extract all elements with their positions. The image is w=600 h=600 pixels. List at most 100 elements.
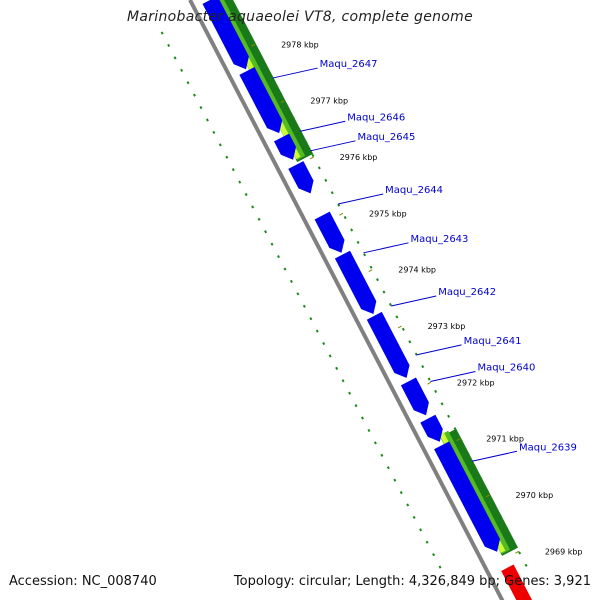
dotted-guide-outer bbox=[518, 551, 522, 555]
dotted-guide-outer bbox=[388, 302, 392, 307]
dotted-guide-inner bbox=[264, 230, 268, 234]
tick-mark bbox=[309, 156, 314, 160]
dotted-guide-inner bbox=[257, 217, 261, 221]
dotted-guide-outer bbox=[330, 191, 334, 195]
dotted-guide-inner bbox=[283, 267, 287, 271]
dotted-guide-inner bbox=[367, 428, 371, 433]
tick-label: 2973 kbp bbox=[428, 322, 466, 331]
dotted-guide-inner bbox=[412, 515, 416, 519]
backbone-line bbox=[188, 0, 505, 600]
dotted-guide-outer bbox=[363, 253, 367, 257]
dotted-guide-inner bbox=[315, 329, 319, 333]
dotted-guide-inner bbox=[231, 168, 235, 172]
tick-label: 2969 kbp bbox=[545, 547, 583, 556]
highlight-marker bbox=[501, 564, 532, 600]
tick-label: 2976 kbp bbox=[340, 153, 378, 162]
cds-feature[interactable] bbox=[434, 441, 500, 552]
dotted-guide-inner bbox=[167, 43, 171, 48]
dotted-guide-outer bbox=[401, 327, 405, 331]
dotted-guide-outer bbox=[395, 315, 399, 319]
gene-leader-line bbox=[338, 193, 384, 205]
tick-mark bbox=[456, 438, 461, 441]
gene-leader-line bbox=[471, 450, 518, 462]
cds-feature-track bbox=[202, 0, 532, 600]
tick-label: 2975 kbp bbox=[369, 209, 407, 218]
dotted-guide-outer bbox=[434, 389, 438, 394]
tick-mark bbox=[368, 269, 373, 272]
cds-feature[interactable] bbox=[334, 250, 377, 314]
dotted-guide-inner bbox=[296, 292, 300, 296]
dotted-guide-inner bbox=[277, 255, 280, 259]
dotted-guide-inner bbox=[386, 466, 390, 470]
dotted-guide-inner bbox=[302, 304, 306, 308]
tick-mark bbox=[251, 43, 256, 47]
tick-label: 2971 kbp bbox=[486, 435, 524, 444]
dotted-guide-inner bbox=[218, 143, 222, 147]
dotted-guide-outer bbox=[382, 290, 386, 294]
dotted-guide-outer bbox=[324, 178, 328, 182]
dotted-guide-outer bbox=[356, 240, 360, 244]
dotted-guide-outer bbox=[427, 377, 431, 381]
cds-feature[interactable] bbox=[420, 414, 443, 442]
gene-label[interactable]: Maqu_2640 bbox=[477, 362, 535, 373]
cds-feature[interactable] bbox=[274, 133, 296, 160]
dotted-guide-inner bbox=[173, 56, 177, 60]
dotted-guide-inner bbox=[432, 553, 436, 557]
dotted-guide-inner bbox=[212, 130, 216, 134]
tick-label: 2972 kbp bbox=[457, 378, 495, 387]
tick-mark bbox=[339, 212, 344, 216]
dotted-guide-inner bbox=[399, 490, 403, 495]
gene-label[interactable]: Maqu_2644 bbox=[385, 185, 443, 196]
dotted-guide-outer bbox=[524, 563, 528, 567]
dotted-guide-inner bbox=[205, 118, 209, 122]
dotted-guide-inner bbox=[425, 540, 429, 544]
tick-mark bbox=[397, 325, 402, 329]
cds-feature[interactable] bbox=[202, 0, 249, 70]
gene-label[interactable]: Maqu_2646 bbox=[347, 112, 405, 123]
tick-label: 2978 kbp bbox=[281, 40, 319, 49]
dotted-guide-inner bbox=[419, 528, 423, 532]
dotted-guide-outer bbox=[317, 166, 321, 170]
dotted-guide-outer bbox=[376, 278, 379, 282]
gene-label[interactable]: Maqu_2647 bbox=[320, 59, 378, 70]
dotted-guide-inner bbox=[309, 317, 313, 321]
gene-leader-line bbox=[272, 67, 318, 79]
tick-mark bbox=[515, 550, 520, 554]
dotted-guide-outer bbox=[440, 402, 444, 406]
dotted-guide-outer bbox=[311, 153, 315, 158]
accession-text: Accession: NC_008740 bbox=[9, 574, 157, 589]
dotted-guide-inner bbox=[328, 354, 332, 358]
gene-leader-line bbox=[430, 370, 476, 382]
dotted-guide-inner bbox=[373, 441, 377, 445]
tick-mark bbox=[485, 494, 490, 498]
dotted-guide-inner bbox=[244, 192, 248, 197]
dotted-guide-inner bbox=[406, 503, 410, 507]
dotted-guide-inner bbox=[438, 565, 442, 569]
gene-labels: Maqu_2647 Maqu_2646 Maqu_2645 Maqu_2644 Maqu… bbox=[272, 59, 577, 462]
dotted-guide-inner bbox=[270, 242, 274, 246]
dotted-guide-inner bbox=[180, 68, 184, 72]
gene-leader-line bbox=[300, 120, 346, 132]
gene-label[interactable]: Maqu_2642 bbox=[438, 287, 496, 298]
dotted-guide-inner bbox=[380, 453, 384, 457]
cds-feature[interactable] bbox=[239, 67, 283, 134]
gene-label[interactable]: Maqu_2645 bbox=[357, 132, 415, 143]
cds-feature[interactable] bbox=[400, 377, 429, 416]
tick-mark bbox=[280, 100, 285, 103]
gene-label[interactable]: Maqu_2641 bbox=[464, 336, 522, 347]
dotted-guide-outer bbox=[447, 414, 451, 418]
cds-feature[interactable] bbox=[366, 311, 410, 378]
tick-label: 2970 kbp bbox=[516, 491, 554, 500]
dotted-guide-inner bbox=[393, 478, 397, 482]
gene-label[interactable]: Maqu_2639 bbox=[519, 442, 577, 453]
cds-feature[interactable] bbox=[288, 161, 314, 194]
tick-label: 2974 kbp bbox=[398, 266, 436, 275]
dotted-guide-inner bbox=[160, 31, 164, 35]
gene-leader-line bbox=[416, 344, 462, 356]
gene-label[interactable]: Maqu_2643 bbox=[411, 234, 469, 245]
cds-feature[interactable] bbox=[314, 211, 345, 253]
gene-leader-line bbox=[363, 242, 409, 254]
map-title: Marinobacter aquaeolei VT8, complete gen… bbox=[126, 9, 474, 25]
